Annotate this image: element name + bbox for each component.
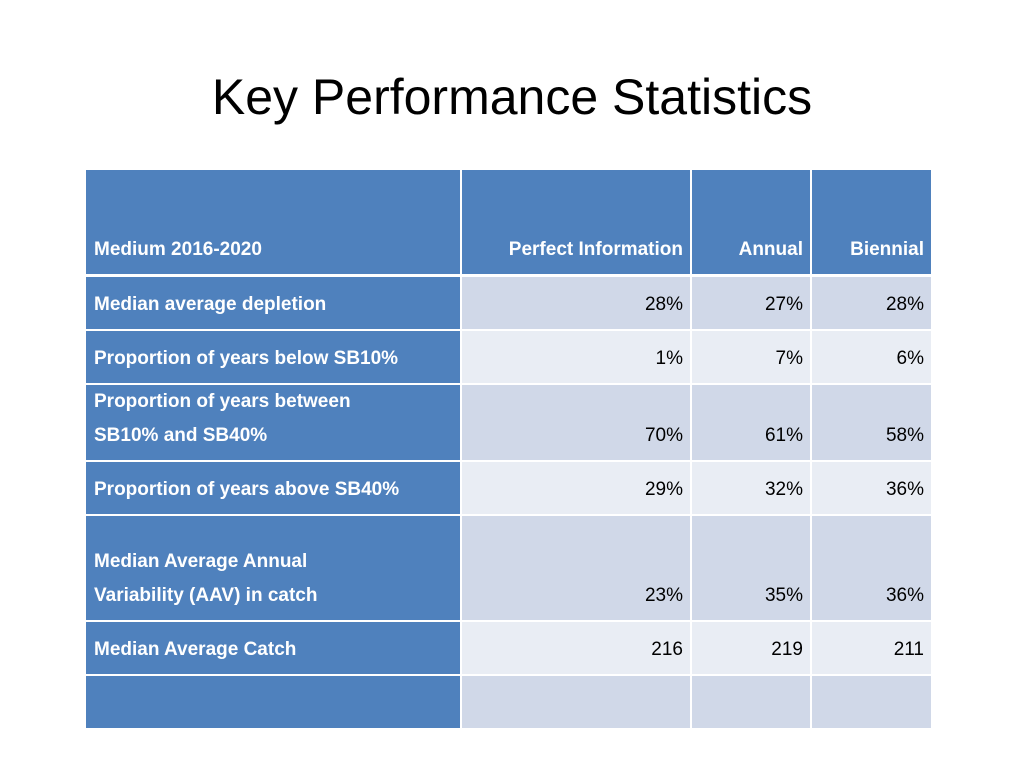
performance-table: Medium 2016-2020 Perfect Information Ann… [86,170,931,730]
row-label: Proportion of years below SB10% [86,331,462,385]
row-label-line: Proportion of years between [94,391,351,412]
cell-biennial: 28% [812,277,931,331]
row-label [86,676,462,730]
cell-perfect-information: 23% [462,516,692,622]
table-row: Proportion of years above SB40% 29% 32% … [86,462,931,516]
header-perfect-information: Perfect Information [462,170,692,277]
cell-biennial: 6% [812,331,931,385]
row-label: Proportion of years above SB40% [86,462,462,516]
cell-perfect-information: 70% [462,385,692,462]
cell-annual: 27% [692,277,812,331]
cell-annual: 35% [692,516,812,622]
cell-annual: 219 [692,622,812,676]
cell-perfect-information: 29% [462,462,692,516]
table-row: Median Average Catch 216 219 211 [86,622,931,676]
row-label: Median average depletion [86,277,462,331]
cell-annual: 61% [692,385,812,462]
header-annual: Annual [692,170,812,277]
cell-perfect-information [462,676,692,730]
cell-annual [692,676,812,730]
cell-perfect-information: 1% [462,331,692,385]
cell-annual: 7% [692,331,812,385]
header-biennial: Biennial [812,170,931,277]
row-label: Median Average Annual Variability (AAV) i… [86,516,462,622]
cell-biennial [812,676,931,730]
cell-perfect-information: 28% [462,277,692,331]
table-row: Median Average Annual Variability (AAV) i… [86,516,931,622]
cell-perfect-information: 216 [462,622,692,676]
cell-biennial: 36% [812,516,931,622]
row-label-line: Median Average Annual [94,551,308,572]
row-label: Median Average Catch [86,622,462,676]
table-row: Proportion of years between SB10% and SB4… [86,385,931,462]
row-label: Proportion of years between SB10% and SB4… [86,385,462,462]
cell-biennial: 58% [812,385,931,462]
cell-biennial: 36% [812,462,931,516]
header-scenario: Medium 2016-2020 [86,170,462,277]
slide-title: Key Performance Statistics [211,69,813,125]
row-label-line: SB10% and SB40% [94,425,268,446]
table-row [86,676,931,730]
table-header-row: Medium 2016-2020 Perfect Information Ann… [86,170,931,277]
table-row: Proportion of years below SB10% 1% 7% 6% [86,331,931,385]
table-row: Median average depletion 28% 27% 28% [86,277,931,331]
cell-biennial: 211 [812,622,931,676]
cell-annual: 32% [692,462,812,516]
row-label-line: Variability (AAV) in catch [94,585,318,606]
